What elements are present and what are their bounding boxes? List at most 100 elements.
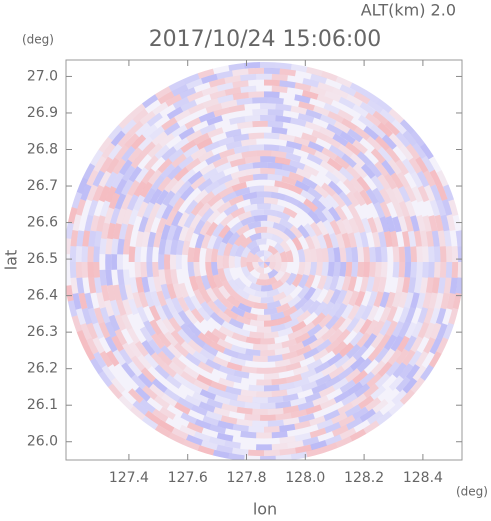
radar-cell (312, 348, 329, 362)
radar-cell (118, 284, 128, 301)
radar-cell (399, 144, 414, 161)
radar-cell (339, 342, 354, 358)
radar-cell (380, 262, 388, 278)
radar-cell (277, 327, 294, 337)
radar-cell (428, 292, 438, 309)
radar-cell (174, 342, 189, 358)
radar-cell (428, 246, 435, 262)
radar-cell (289, 354, 306, 365)
radar-cell (275, 400, 292, 409)
radar-cell (158, 269, 167, 285)
radar-cell (156, 290, 167, 307)
radar-cell (94, 277, 103, 294)
radar-cell (141, 340, 156, 356)
radar-cell (277, 315, 293, 326)
radar-cell (452, 292, 462, 310)
radar-cell (352, 139, 368, 155)
radar-cell (186, 90, 204, 103)
radar-cell (141, 168, 156, 184)
radar-cell (347, 304, 360, 321)
x-tick-label: 128.4 (403, 470, 443, 486)
radar-cell (120, 313, 133, 331)
radar-cell (137, 354, 152, 370)
radar-cell (110, 130, 126, 147)
radar-cell (408, 157, 422, 174)
radar-cell (420, 143, 434, 160)
radar-cell (135, 167, 149, 184)
radar-cell (377, 361, 393, 377)
radar-cell (294, 180, 311, 192)
radar-cell (264, 257, 270, 262)
radar-cell (264, 256, 269, 262)
radar-cell (385, 320, 398, 337)
radar-cell (276, 302, 291, 314)
radar-cell (190, 200, 205, 216)
radar-cell (436, 170, 449, 187)
radar-cell (241, 150, 257, 159)
radar-cell (331, 192, 346, 208)
radar-cell (435, 199, 447, 217)
radar-cell (328, 328, 343, 344)
radar-cell (224, 87, 242, 96)
radar-cell (146, 246, 154, 262)
radar-cell (180, 371, 197, 385)
radar-cell (391, 389, 407, 405)
radar-cell (200, 207, 215, 223)
radar-cell (177, 396, 194, 410)
radar-cell (358, 114, 374, 129)
radar-cell (273, 251, 282, 262)
radar-cell (334, 155, 350, 170)
radar-cell (211, 223, 225, 238)
radar-cell (281, 163, 298, 174)
radar-cell (175, 254, 182, 270)
radar-cell (366, 372, 382, 388)
radar-cell (224, 440, 241, 449)
radar-cell (337, 109, 354, 122)
radar-cell (236, 288, 250, 300)
radar-cell (260, 284, 274, 292)
y-tick-label: 26.6 (27, 215, 58, 231)
radar-cell (225, 128, 242, 138)
radar-cell (291, 273, 303, 288)
x-tick-label: 127.6 (168, 470, 208, 486)
radar-cell (236, 406, 253, 415)
radar-cell (267, 396, 284, 404)
y-tick-label: 26.9 (27, 105, 58, 121)
radar-cell (253, 302, 268, 310)
radar-cell (440, 214, 450, 232)
radar-cell (278, 381, 295, 391)
radar-cell (88, 230, 97, 247)
radar-cell (279, 294, 294, 306)
radar-cell (199, 220, 212, 236)
radar-cell (76, 330, 89, 347)
radar-cell (300, 189, 316, 203)
radar-cell (412, 142, 427, 159)
radar-cell (258, 257, 264, 262)
radar-cell (431, 277, 440, 294)
radar-cell (314, 184, 330, 199)
radar-cell (147, 142, 163, 158)
radar-cell (240, 216, 255, 227)
radar-cell (354, 304, 367, 321)
radar-cell (178, 225, 189, 242)
radar-cell (416, 292, 426, 310)
radar-cell (341, 153, 357, 168)
radar-cell (423, 322, 436, 340)
radar-cell (92, 337, 105, 354)
radar-cell (304, 274, 316, 289)
radar-cell (164, 269, 173, 285)
radar-cell (105, 238, 113, 255)
radar-cell (431, 230, 440, 247)
radar-cell (241, 266, 251, 278)
radar-cell (98, 185, 111, 203)
radar-cell (235, 315, 251, 326)
radar-cell (398, 246, 406, 262)
radar-cell (328, 180, 343, 196)
radar-cell (271, 377, 288, 386)
radar-cell (249, 245, 261, 256)
radar-cell (212, 449, 230, 459)
radar-cell (402, 377, 418, 394)
radar-cell (282, 393, 299, 402)
radar-cell (137, 135, 153, 151)
